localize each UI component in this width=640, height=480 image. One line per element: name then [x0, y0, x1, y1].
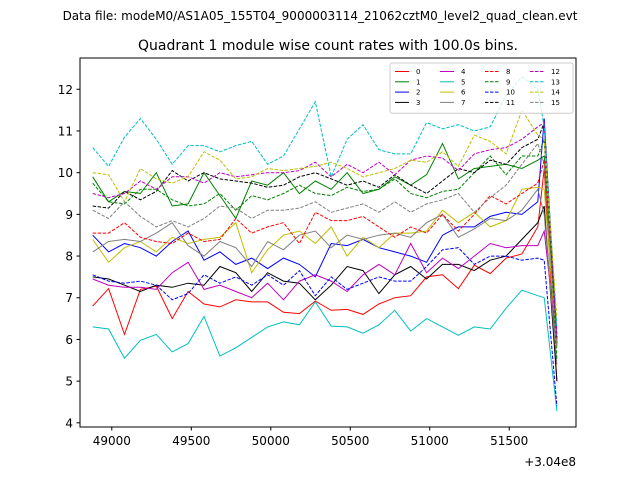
series-line-8: [92, 160, 558, 340]
series-line-6: [92, 186, 558, 348]
x-tick-label: 49500: [172, 434, 210, 448]
legend-label-13: 13: [551, 78, 560, 86]
x-tick-label: 50000: [252, 434, 290, 448]
legend-label-14: 14: [551, 89, 560, 97]
axes-frame: [79, 57, 577, 428]
series-line-4: [92, 229, 558, 346]
series-line-11: [92, 122, 558, 338]
x-tick-label: 50500: [331, 434, 369, 448]
legend-frame: [389, 62, 574, 114]
series-line-2: [92, 118, 558, 344]
x-offset-label: +3.04e8: [524, 455, 576, 469]
legend-label-7: 7: [461, 99, 465, 107]
series-line-12: [92, 121, 558, 336]
y-tick-label: 12: [58, 83, 73, 97]
legend-label-5: 5: [461, 78, 465, 86]
y-tick-label: 7: [65, 291, 73, 305]
series-line-1: [92, 142, 558, 344]
y-axis: 4 5 6 7 8 9 10 11 12: [58, 83, 80, 430]
x-tick-label: 49000: [93, 434, 131, 448]
legend-label-8: 8: [506, 68, 510, 76]
series-line-7: [92, 188, 558, 365]
series-line-13: [92, 76, 558, 327]
series-line-0: [92, 168, 558, 382]
y-tick-label: 11: [58, 124, 73, 138]
legend-label-12: 12: [551, 68, 560, 76]
series-line-3: [92, 205, 558, 382]
series-line-5: [92, 289, 558, 412]
y-tick-label: 6: [65, 333, 73, 347]
legend-label-4: 4: [461, 68, 466, 76]
series-line-14: [92, 108, 558, 319]
series-line-15: [92, 142, 558, 348]
legend-label-9: 9: [506, 78, 510, 86]
x-tick-label: 51000: [411, 434, 449, 448]
y-tick-label: 10: [58, 166, 73, 180]
chart-title: Quadrant 1 module wise count rates with …: [138, 38, 518, 54]
x-tick-label: 51500: [490, 434, 528, 448]
legend-label-2: 2: [416, 89, 420, 97]
series-line-10: [92, 247, 558, 407]
legend-label-1: 1: [416, 78, 420, 86]
legend-label-0: 0: [416, 68, 420, 76]
legend-label-3: 3: [416, 99, 420, 107]
y-tick-label: 8: [65, 250, 73, 264]
legend-label-10: 10: [506, 89, 515, 97]
legend-label-6: 6: [461, 89, 466, 97]
x-axis: 49000 49500 50000 50500 51000 51500: [93, 427, 528, 448]
y-tick-label: 5: [65, 375, 73, 389]
plot-area: [92, 76, 558, 412]
y-tick-label: 9: [65, 208, 73, 222]
series-line-9: [92, 139, 558, 361]
legend-label-11: 11: [506, 99, 515, 107]
y-tick-label: 4: [65, 416, 73, 430]
figure-suptitle: Data file: modeM0/AS1A05_155T04_90000031…: [63, 9, 578, 23]
legend-label-15: 15: [551, 99, 560, 107]
